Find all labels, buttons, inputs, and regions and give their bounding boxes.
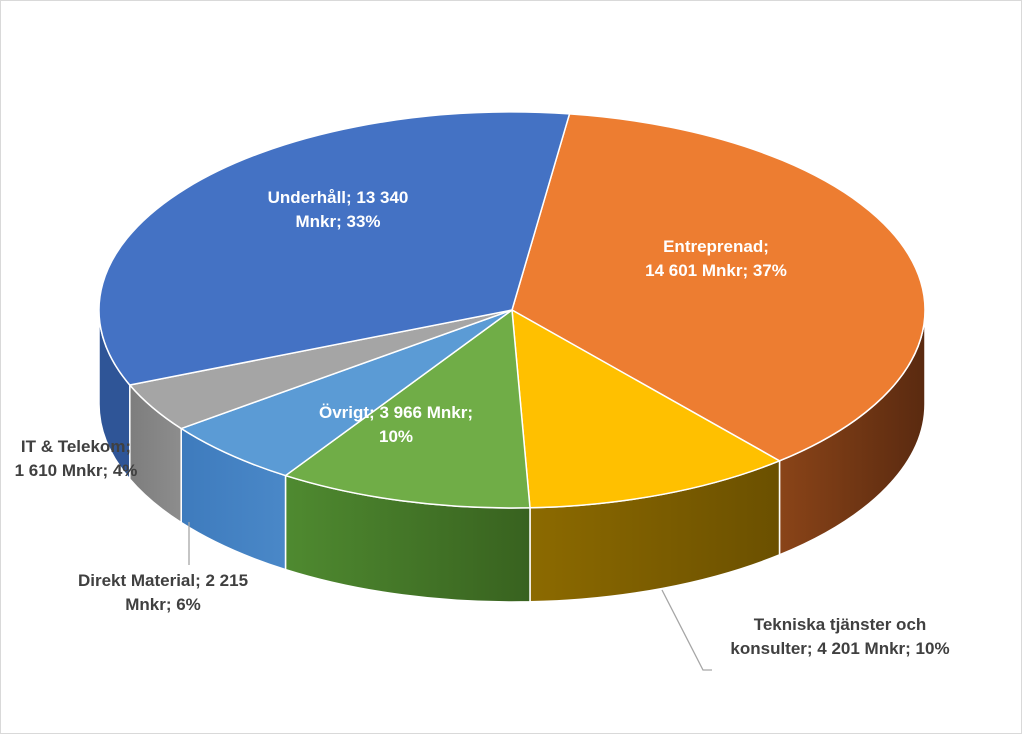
pie-slice-1 xyxy=(511,308,782,509)
data-label-line: Mnkr; 33% xyxy=(295,212,380,231)
pie-slice-3 xyxy=(179,309,513,477)
data-label-line: Tekniska tjänster och xyxy=(754,615,927,634)
data-label-line: 10% xyxy=(379,427,413,446)
data-label-2: Övrigt; 3 966 Mnkr; 10% xyxy=(319,403,473,446)
data-label-line: 14 601 Mnkr; 37% xyxy=(645,261,787,280)
data-label-0: Entreprenad; 14 601 Mnkr; 37% xyxy=(645,237,787,280)
data-label-4: IT & Telekom; 1 610 Mnkr; 4% xyxy=(15,437,138,480)
leader-line-1 xyxy=(661,589,712,671)
data-label-line: Entreprenad; xyxy=(663,237,769,256)
data-label-line: konsulter; 4 201 Mnkr; 10% xyxy=(730,639,949,658)
data-label-line: Övrigt; 3 966 Mnkr; xyxy=(319,403,473,422)
data-label-line: IT & Telekom; xyxy=(21,437,131,456)
data-label-line: Direkt Material; 2 215 xyxy=(78,571,248,590)
pie-slice-2 xyxy=(283,308,531,509)
data-label-line: Underhåll; 13 340 xyxy=(268,188,409,207)
data-label-line: Mnkr; 6% xyxy=(125,595,201,614)
pie-slice-0 xyxy=(511,113,926,462)
data-label-5: Underhåll; 13 340 Mnkr; 33% xyxy=(268,188,409,231)
data-label-1: Tekniska tjänster och konsulter; 4 201 Mn… xyxy=(730,615,949,658)
data-label-3: Direkt Material; 2 215 Mnkr; 6% xyxy=(78,571,248,614)
pie-slice-5 xyxy=(98,111,571,386)
data-label-line: 1 610 Mnkr; 4% xyxy=(15,461,138,480)
